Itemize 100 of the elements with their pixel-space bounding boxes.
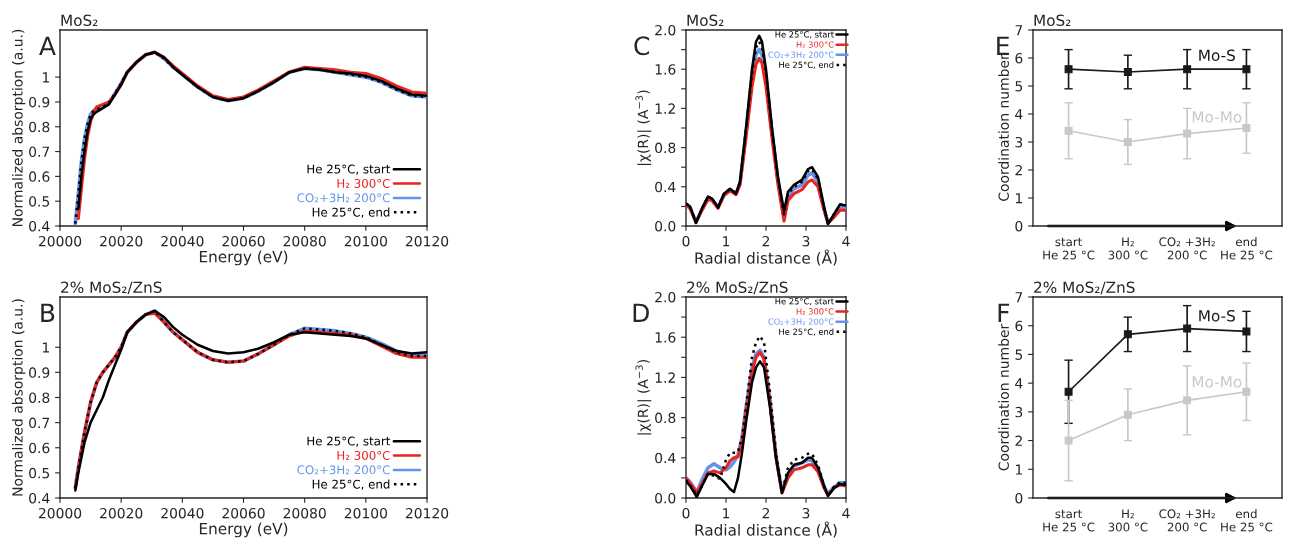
x-tick-label: 4 — [842, 236, 850, 247]
legend-label: He 25°C, end — [312, 207, 390, 218]
legend-label: CO₂+3H₂ 200°C — [768, 318, 834, 325]
x-tick-label: H₂ 300 °C — [1108, 237, 1148, 260]
x-axis-title: Energy (eV) — [199, 522, 288, 538]
y-tick-label: 0.4 — [29, 492, 50, 504]
legend-label: H₂ 300°C — [337, 450, 390, 460]
y-axis-title: Normalized absorption (a.u.) — [11, 299, 26, 496]
y-tick-label: 0.8 — [655, 142, 676, 154]
y-tick-label: 1 — [1015, 193, 1022, 204]
x-tick-label: 20080 — [283, 507, 326, 519]
y-tick-label: 0.8 — [655, 412, 676, 424]
x-tick-label: 2 — [762, 235, 770, 247]
text: A — [39, 36, 56, 55]
chart-title: MoS₂ — [61, 14, 98, 27]
legend-label: He 25°C, start — [307, 436, 391, 447]
y-tick-label: 1.2 — [655, 372, 675, 383]
text: E — [997, 36, 1009, 55]
legend-label: He 25°C, start — [307, 164, 391, 175]
legend-label: CO₂+3H₂ 200°C — [768, 51, 834, 58]
series-label: Mo-S — [1199, 49, 1235, 62]
y-axis-title: Normalized absorption (a.u.) — [11, 29, 26, 227]
y-tick-label: 4 — [1015, 378, 1023, 389]
text: C — [634, 36, 650, 56]
y-tick-label: 0.8 — [29, 121, 50, 133]
x-tick-label: 2 — [762, 507, 770, 519]
x-tick-label: 20000 — [38, 507, 82, 519]
x-axis-title: Radial distance (Å) — [695, 521, 837, 538]
y-tick-label: 0.6 — [29, 442, 50, 454]
x-tick-label: 20020 — [100, 507, 143, 519]
x-tick-label: 20120 — [405, 235, 449, 247]
y-tick-label: 0.4 — [29, 220, 50, 232]
legend-label: H₂ 300°C — [337, 178, 390, 188]
y-tick-label: 1.6 — [655, 64, 676, 75]
y-tick-label: 1 — [42, 342, 49, 353]
y-tick-label: 0.7 — [29, 146, 50, 158]
x-tick-label: 20100 — [344, 235, 387, 247]
y-tick-label: 1.2 — [655, 103, 675, 114]
x-tick-label: 1 — [723, 236, 730, 247]
x-tick-label: start He 25 °C — [1043, 237, 1095, 260]
legend-label: H₂ 300°C — [796, 308, 834, 315]
text: D — [633, 303, 649, 322]
y-axis-title: |χ(R)| (A$^{−3}$) — [635, 90, 652, 165]
x-tick-label: CO₂ +3H₂ 200 °C — [1159, 509, 1215, 532]
y-axis-title: Coordination number — [998, 323, 1009, 471]
x-tick-label: end He 25 °C — [1221, 509, 1273, 532]
y-tick-label: 1 — [42, 72, 49, 83]
y-tick-label: 5 — [1015, 349, 1023, 360]
x-tick-label: 20040 — [161, 507, 204, 519]
y-tick-label: 0.5 — [29, 467, 50, 479]
x-tick-label: 0 — [682, 235, 690, 247]
legend-label: CO₂+3H₂ 200°C — [297, 465, 390, 475]
y-tick-label: 1 — [1015, 464, 1022, 475]
chart-title: MoS₂ — [1034, 14, 1071, 27]
y-tick-label: 0.6 — [29, 171, 50, 182]
legend-label: He 25°C, end — [779, 328, 834, 336]
y-tick-label: 0.9 — [29, 367, 50, 378]
x-tick-label: end He 25 °C — [1221, 237, 1273, 260]
y-tick-label: 0.9 — [29, 96, 50, 108]
y-tick-label: 4 — [1015, 109, 1023, 120]
y-tick-label: 6 — [1015, 52, 1023, 64]
x-tick-label: 0 — [682, 507, 690, 519]
y-tick-label: 1.6 — [655, 332, 676, 343]
x-tick-label: 4 — [842, 508, 850, 519]
x-tick-label: 20040 — [161, 235, 204, 247]
legend-label: He 25°C, end — [779, 61, 834, 69]
legend-label: CO₂+3H₂ 200°C — [297, 193, 390, 203]
x-tick-label: 3 — [802, 235, 810, 247]
x-tick-label: 20100 — [344, 507, 387, 519]
chart-title: 2% MoS₂/ZnS — [687, 281, 788, 295]
y-tick-label: 0.0 — [655, 492, 676, 504]
y-tick-label: 0.5 — [29, 196, 50, 207]
y-tick-label: 0.7 — [29, 417, 50, 429]
chart-title: 2% MoS₂/ZnS — [61, 281, 162, 295]
y-tick-label: 7 — [1015, 25, 1023, 36]
y-tick-label: 0.0 — [655, 220, 676, 232]
y-tick-label: 2 — [1015, 435, 1022, 446]
y-tick-label: 3 — [1015, 406, 1023, 418]
x-tick-label: 20080 — [283, 235, 326, 247]
legend-label: H₂ 300°C — [796, 41, 834, 48]
y-tick-label: 0.4 — [655, 452, 676, 464]
legend-label: He 25°C, end — [312, 479, 390, 490]
text: B — [41, 303, 55, 322]
y-tick-label: 3 — [1015, 136, 1023, 148]
y-tick-label: 0.8 — [29, 392, 50, 403]
y-tick-label: 6 — [1015, 320, 1023, 332]
x-axis-title: Radial distance (Å) — [695, 249, 837, 266]
series-label: Mo-S — [1199, 309, 1235, 322]
y-tick-label: 2.0 — [655, 24, 676, 36]
y-tick-label: 0 — [1015, 492, 1023, 504]
x-tick-label: 1 — [723, 508, 730, 519]
y-tick-label: 2 — [1015, 164, 1022, 176]
x-tick-label: 20120 — [405, 507, 449, 519]
chart-title: 2% MoS₂/ZnS — [1034, 281, 1135, 295]
x-tick-label: H₂ 300 °C — [1108, 509, 1148, 532]
chart-title: MoS₂ — [687, 14, 724, 27]
x-tick-label: 20000 — [38, 235, 82, 247]
x-tick-label: 20060 — [222, 235, 265, 247]
y-tick-label: 7 — [1015, 292, 1023, 303]
legend-label: He 25°C, start — [775, 298, 834, 306]
